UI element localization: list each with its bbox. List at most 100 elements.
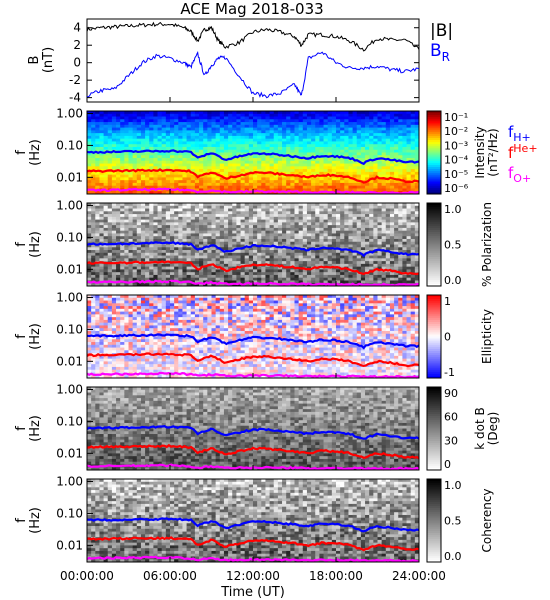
polarization-cell: [248, 255, 254, 259]
power-cell: [174, 163, 179, 167]
power-cell: [132, 155, 138, 159]
power-cell: [232, 158, 237, 162]
power-cell: [381, 111, 387, 115]
polarization-cell: [261, 230, 266, 234]
power-cell: [87, 160, 92, 164]
power-cell: [273, 166, 279, 170]
polarization-cell: [286, 219, 291, 223]
polarization-cell: [107, 263, 113, 268]
polarization-cell: [269, 230, 275, 234]
polarization-cell: [228, 227, 233, 232]
power-cell: [174, 158, 179, 162]
polarization-cell: [240, 252, 246, 256]
polarization-cell: [298, 274, 304, 279]
power-cell: [269, 122, 275, 126]
power-cell: [107, 166, 113, 170]
polarization-cell: [257, 225, 262, 229]
power-cell: [232, 169, 237, 173]
polarization-cell: [282, 225, 287, 229]
polarization-cell: [190, 269, 196, 273]
polarization-cell: [153, 205, 158, 209]
polarization-cell: [165, 244, 171, 248]
polarization-cell: [111, 250, 117, 254]
polarization-cell: [381, 266, 387, 270]
polarization-cell: [282, 233, 287, 237]
polarization-cell: [369, 216, 374, 220]
polarization-cell: [132, 258, 138, 262]
power-cell: [207, 130, 212, 134]
power-cell: [406, 171, 412, 176]
polarization-cell: [344, 258, 349, 262]
power-cell: [223, 174, 229, 178]
power-cell: [240, 144, 246, 148]
power-cell: [323, 133, 329, 137]
power-cell: [132, 185, 138, 189]
power-cell: [352, 127, 358, 131]
power-cell: [120, 113, 125, 117]
ellipticity-cell: [87, 303, 92, 307]
power-cell: [277, 113, 283, 117]
power-cell: [140, 163, 146, 167]
polarization-cell: [311, 255, 316, 259]
polarization-cell: [352, 263, 358, 268]
polarization-cell: [161, 238, 167, 243]
power-cell: [95, 174, 100, 178]
polarization-cell: [323, 269, 329, 273]
power-cell: [145, 174, 150, 178]
power-cell: [273, 163, 279, 167]
polarization-cell: [182, 266, 187, 270]
power-cell: [410, 146, 416, 151]
polarization-cell: [315, 252, 320, 256]
power-cell: [236, 160, 241, 164]
power-cell: [223, 124, 229, 128]
polarization-cell: [136, 252, 142, 256]
power-cell: [107, 185, 113, 189]
power-cell: [186, 166, 192, 170]
polarization-colorbar-step: [427, 207, 441, 210]
power-cell: [365, 127, 370, 131]
polarization-cell: [410, 222, 416, 226]
polarization-cell: [232, 216, 237, 220]
power-cell: [369, 130, 374, 134]
polarization-cell: [369, 272, 374, 276]
polarization-cell: [352, 252, 358, 256]
polarization-cell: [232, 230, 237, 234]
polarization-cell: [95, 241, 100, 245]
polarization-cell: [95, 283, 100, 287]
polarization-cell: [319, 225, 324, 229]
power-cell: [244, 158, 250, 162]
power-cell: [331, 166, 337, 170]
power-cell: [190, 177, 196, 181]
polarization-cell: [223, 230, 229, 234]
power-cell: [410, 116, 416, 120]
polarization-cell: [161, 255, 167, 259]
power-cell: [315, 182, 320, 187]
power-cell: [348, 111, 353, 115]
polarization-cell: [132, 263, 138, 268]
power-cell: [140, 122, 146, 126]
polarization-cell: [157, 214, 163, 218]
power-cell: [116, 182, 121, 187]
polarization-cell: [385, 211, 391, 215]
polarization-cell: [402, 258, 407, 262]
polarization-cell: [219, 277, 225, 281]
power-cell: [236, 185, 241, 189]
power-cell: [87, 163, 92, 167]
power-cell: [157, 144, 163, 148]
polarization-cell: [103, 252, 109, 256]
power-cell: [319, 122, 324, 126]
power-cell: [199, 169, 204, 173]
polarization-cell: [174, 214, 179, 218]
polarization-cell: [302, 280, 308, 284]
polarization-cell: [215, 252, 221, 256]
power-cell: [111, 144, 117, 148]
power-cell: [244, 155, 250, 159]
polarization-cell: [153, 255, 158, 259]
power-cell: [103, 113, 109, 117]
polarization-cell: [356, 225, 362, 229]
polarization-cell: [336, 208, 341, 212]
power-cell: [91, 116, 96, 120]
polarization-cell: [373, 250, 378, 254]
power-cell: [116, 171, 121, 176]
power-cell: [165, 116, 171, 120]
